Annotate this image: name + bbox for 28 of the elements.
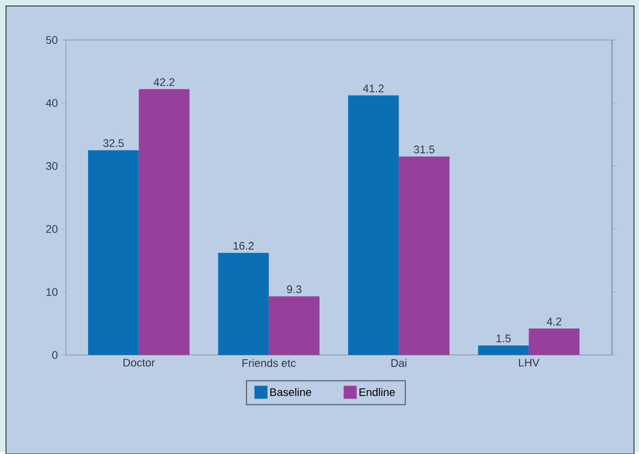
x-tick-label: Dai: [391, 358, 406, 367]
y-tick-label: 30: [46, 162, 58, 170]
y-tick-label: 10: [46, 288, 58, 296]
x-tick-label: Doctor: [124, 358, 155, 366]
y-tick-label: 0: [52, 350, 58, 359]
y-tick-label: 20: [46, 224, 58, 233]
legend-label: Baseline: [270, 388, 312, 396]
bar: [528, 328, 580, 355]
y-tick-label: 40: [46, 98, 58, 107]
bar: [218, 252, 269, 355]
legend-label: Endline: [360, 388, 395, 396]
data-label: 42.2: [154, 78, 174, 86]
data-label: 41.2: [363, 84, 384, 92]
bar: [268, 296, 320, 355]
x-tick-label: Friends etc: [242, 358, 296, 367]
data-label: 32.5: [103, 139, 124, 147]
bar: [398, 156, 450, 355]
y-tick-label: 50: [46, 36, 58, 44]
data-label: 31.5: [414, 145, 434, 154]
data-label: 16.2: [234, 242, 254, 250]
bar: [348, 95, 399, 355]
bar: [138, 88, 190, 355]
data-label: 1.5: [496, 334, 511, 342]
data-label: 4.2: [546, 317, 562, 326]
bar: [88, 150, 139, 355]
x-tick-label: LHV: [519, 358, 540, 366]
bar: [478, 345, 529, 355]
data-label: 9.3: [287, 285, 302, 293]
